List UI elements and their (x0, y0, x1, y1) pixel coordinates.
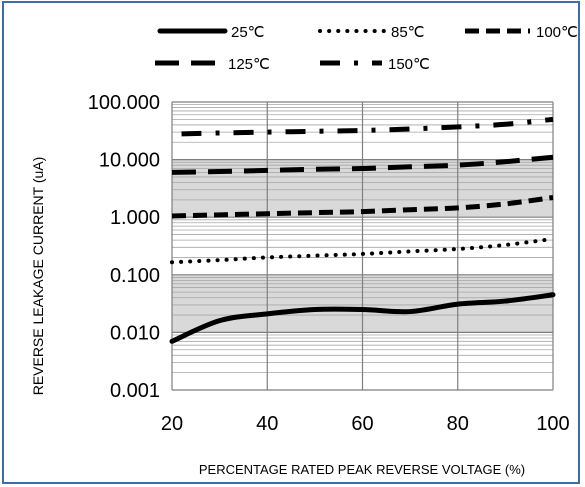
y-axis-title: REVERSE LEAKAGE CURRENT (uA) (30, 157, 46, 396)
y-tick-labels: 0.001 0.010 0.100 1.000 10.000 100.000 (88, 92, 160, 402)
y-tick-label: 0.001 (110, 380, 160, 402)
legend: 25℃ 85℃ 100℃ 125℃ 150℃ (155, 24, 578, 73)
y-tick-label: 0.100 (110, 265, 160, 287)
x-tick-label: 100 (536, 413, 569, 435)
series-line-2 (170, 236, 555, 265)
series-layer (169, 116, 556, 344)
y-tick-label: 100.000 (88, 92, 160, 114)
series-line-3 (171, 195, 554, 219)
major-gridlines (171, 101, 554, 391)
legend-label-2: 85℃ (391, 24, 425, 41)
legend-label-5: 150℃ (388, 56, 430, 73)
y-tick-label: 10.000 (99, 150, 160, 172)
x-tick-label: 60 (351, 413, 373, 435)
x-axis-title: PERCENTAGE RATED PEAK REVERSE VOLTAGE (%… (199, 462, 525, 477)
x-tick-labels: 20 40 60 80 100 (161, 413, 570, 435)
legend-label-1: 25℃ (231, 24, 265, 41)
x-tick-label: 80 (447, 413, 469, 435)
x-tick-label: 20 (161, 413, 183, 435)
legend-label-4: 125℃ (228, 56, 270, 73)
x-tick-label: 40 (256, 413, 278, 435)
series-line-1 (169, 292, 556, 344)
y-tick-label: 0.010 (110, 322, 160, 344)
legend-label-3: 100℃ (536, 24, 578, 41)
series-line-4 (171, 154, 554, 175)
y-tick-label: 1.000 (110, 207, 160, 229)
